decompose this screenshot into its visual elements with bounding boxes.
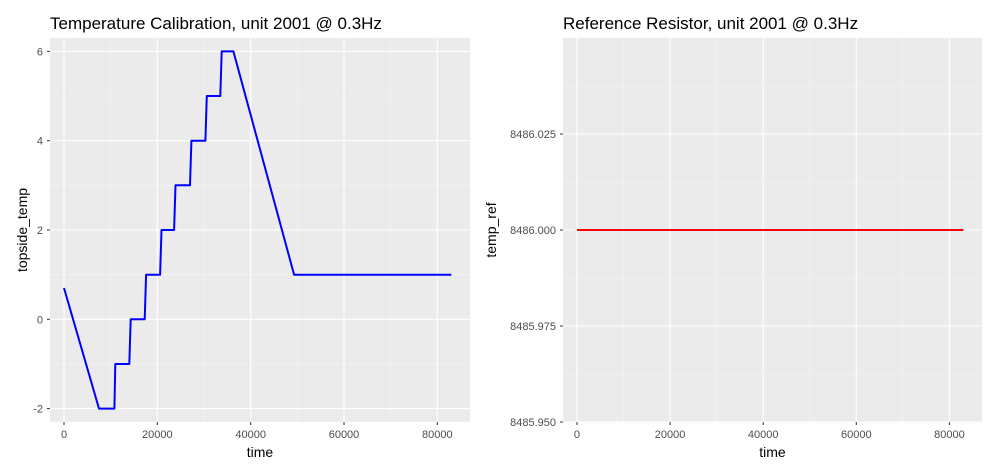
y-tick-label: 8486.000 bbox=[510, 225, 556, 237]
x-axis-label: time bbox=[247, 444, 274, 460]
x-axis-label: time bbox=[759, 444, 786, 460]
x-tick-label: 60000 bbox=[329, 429, 360, 441]
y-tick-label: 8485.975 bbox=[510, 321, 556, 333]
y-axis-label: topside_temp bbox=[14, 188, 30, 272]
x-tick-label: 40000 bbox=[748, 429, 779, 441]
series-line bbox=[63, 50, 452, 410]
chart-panel-2: 0 20000 40000 60000 80000 8485.950 8485.975 848… bbox=[483, 14, 982, 460]
chart-panel-1: 0 20000 40000 60000 80000 -2 0 2 4 6 Temperature C… bbox=[14, 14, 470, 460]
x-tick-label: 20000 bbox=[655, 429, 686, 441]
y-tick-label: 0 bbox=[37, 314, 43, 326]
x-tick-label: 0 bbox=[574, 429, 580, 441]
x-tick-label: 80000 bbox=[934, 429, 965, 441]
x-tick-label: 40000 bbox=[235, 429, 266, 441]
chart-title: Reference Resistor, unit 2001 @ 0.3Hz bbox=[563, 14, 858, 33]
y-axis-label: temp_ref bbox=[483, 202, 499, 257]
chart-title: Temperature Calibration, unit 2001 @ 0.3… bbox=[50, 14, 382, 33]
x-tick-label: 80000 bbox=[422, 429, 453, 441]
x-tick-label: 20000 bbox=[142, 429, 173, 441]
y-tick-label: 8486.025 bbox=[510, 129, 556, 141]
y-tick-label: 2 bbox=[37, 225, 43, 237]
x-tick-label: 0 bbox=[61, 429, 67, 441]
y-tick-label: -2 bbox=[33, 404, 43, 416]
y-tick-label: 8485.950 bbox=[510, 417, 556, 429]
x-tick-label: 60000 bbox=[841, 429, 872, 441]
y-tick-label: 4 bbox=[37, 136, 43, 148]
y-tick-label: 6 bbox=[37, 46, 43, 58]
